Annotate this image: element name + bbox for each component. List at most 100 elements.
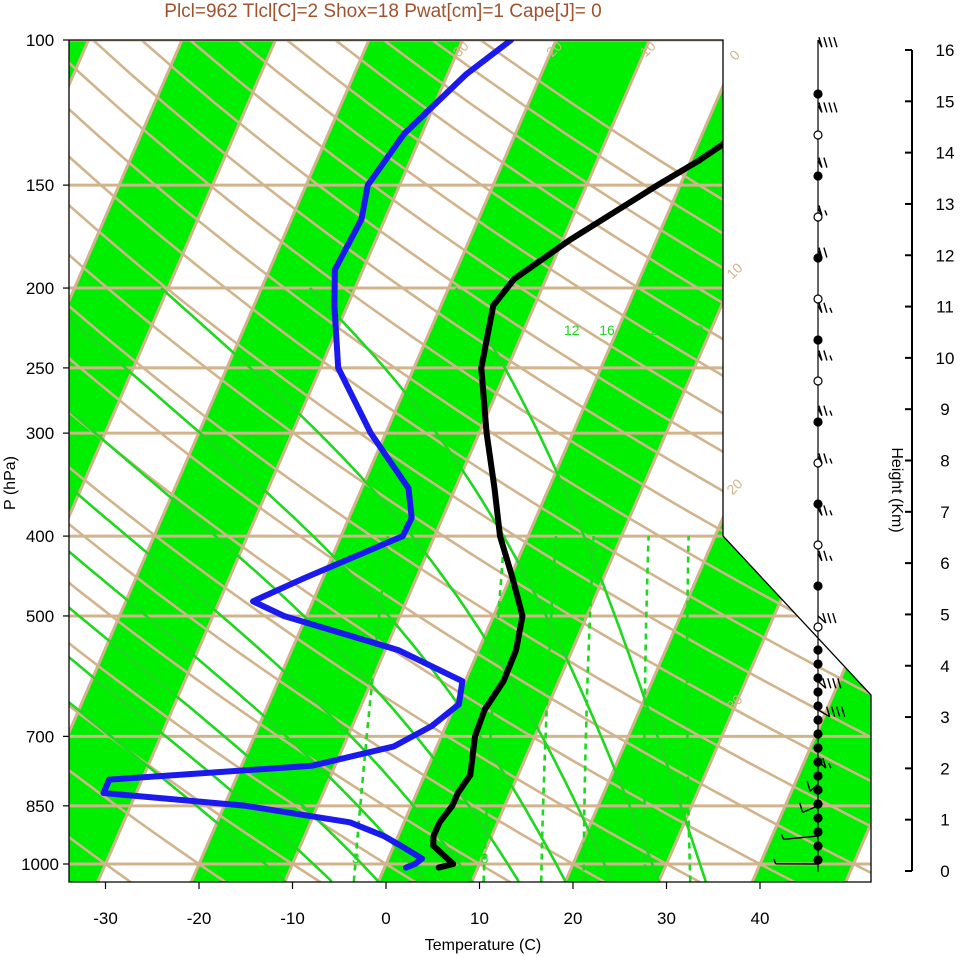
wind-barb-feather — [818, 247, 823, 258]
height-tick-label: 13 — [936, 195, 955, 214]
wind-barb-feather — [823, 505, 828, 516]
wind-barb-half-feather — [829, 410, 833, 416]
wind-barb-feather — [823, 247, 828, 258]
wind-level-dot — [813, 715, 823, 725]
isotherm-label: 10 — [723, 259, 745, 281]
wind-barb-half-feather — [828, 762, 832, 769]
wind-barb-half-feather — [829, 458, 833, 464]
pressure-tick-label: 150 — [26, 176, 54, 195]
dry-adiabat — [69, 40, 251, 882]
wind-level-dot — [813, 757, 823, 767]
dry-adiabat — [69, 40, 731, 882]
wind-level-dot — [813, 499, 823, 509]
isotherm-line — [69, 40, 294, 882]
wind-barb-feather — [828, 102, 833, 113]
wind-barb-half-feather — [780, 834, 785, 840]
wind-level-dot — [813, 376, 823, 386]
saturated-adiabat — [160, 287, 614, 882]
temperature-axis-label: Temperature (C) — [425, 937, 541, 954]
saturated-adiabat — [69, 287, 567, 882]
wind-barb-feather — [818, 350, 823, 361]
wind-barb-feather — [798, 802, 804, 813]
isotherm-line — [369, 40, 761, 882]
wind-level-dot — [813, 855, 823, 865]
temperature-tick-label: -20 — [187, 909, 212, 928]
wind-barb-half-feather — [829, 555, 833, 562]
wind-level-dot — [813, 622, 823, 632]
wind-level-dot — [813, 813, 823, 823]
pressure-tick-label: 850 — [26, 797, 54, 816]
height-tick-label: 14 — [936, 144, 955, 163]
wind-barb-feather — [818, 37, 823, 48]
mixing-ratio-label: 3 — [352, 850, 360, 866]
pressure-tick-label: 250 — [26, 359, 54, 378]
height-tick-label: 2 — [940, 759, 949, 778]
saturated-adiabat — [69, 476, 286, 882]
wind-level-dot — [813, 771, 823, 781]
isotherm-line — [69, 40, 387, 882]
mixing-ratio-label: 8 — [481, 850, 489, 866]
dry-adiabat — [69, 40, 871, 882]
wind-barb-shaft — [817, 680, 827, 689]
pressure-axis: 100 150 200 250 300 400 500 700 850 1000 — [21, 31, 69, 874]
wind-level-dot — [813, 253, 823, 263]
pressure-axis-label: P (hPa) — [2, 456, 19, 510]
isotherm-label: 0 — [726, 46, 743, 63]
temperature-tick-label: 20 — [564, 909, 583, 928]
wind-barb-column — [773, 37, 846, 872]
pressure-tick-label: 100 — [26, 31, 54, 50]
wind-barb-shaft — [817, 709, 831, 718]
saturated-adiabat — [69, 407, 380, 882]
mixing-ratio-line — [582, 536, 595, 882]
dry-adiabat — [189, 40, 871, 882]
wind-barb-feather — [833, 102, 838, 113]
pressure-tick-label: 500 — [26, 607, 54, 626]
wind-barb-feather — [818, 205, 823, 216]
height-tick-label: 6 — [940, 554, 949, 573]
wind-level-dot — [813, 294, 823, 304]
wind-barb-feather — [806, 781, 811, 792]
pressure-tick-label: 200 — [26, 279, 54, 298]
isotherm-line — [89, 40, 481, 882]
wind-level-dot — [813, 581, 823, 591]
adiabat-lines — [69, 40, 871, 882]
wind-barb-feather — [823, 405, 828, 416]
temperature-tick-label: -10 — [280, 909, 305, 928]
pressure-tick-label: 400 — [26, 527, 54, 546]
temperature-profile-line — [430, 40, 870, 871]
isotherm-line — [0, 2, 11, 898]
wind-barb-feather — [822, 612, 827, 624]
mixing-ratio-line — [539, 536, 558, 882]
wind-barb-feather — [818, 102, 823, 113]
temperature-tick-label: 40 — [751, 909, 770, 928]
dry-adiabat — [69, 40, 871, 882]
dry-adiabat — [69, 40, 347, 882]
wind-barb-feather — [830, 706, 836, 717]
saturated-adiabat — [69, 443, 333, 882]
wind-level-dot — [813, 659, 823, 669]
mixing-ratio-label: 16 — [599, 322, 615, 338]
dry-adiabat — [69, 40, 539, 882]
isotherm-band — [745, 40, 871, 882]
dry-adiabat — [69, 40, 871, 882]
temperature-tick-label: 0 — [381, 909, 390, 928]
mixing-ratio-line — [352, 535, 390, 882]
wind-barb-shaft — [783, 835, 819, 841]
isotherm-band — [69, 40, 292, 882]
height-tick-label: 9 — [940, 400, 949, 419]
wind-barb-shaft — [809, 783, 819, 792]
wind-barb-feather — [823, 453, 828, 464]
height-tick-label: 12 — [936, 246, 955, 265]
wind-level-dot — [813, 729, 823, 739]
wind-barb-feather — [823, 37, 828, 48]
isotherm-band — [184, 40, 666, 882]
dry-adiabat — [92, 40, 871, 882]
mixing-ratio-label: 32 — [688, 322, 704, 338]
wind-barb-feather — [833, 37, 838, 48]
height-tick-label: 10 — [936, 349, 955, 368]
wind-level-dot — [813, 212, 823, 222]
wind-barb-feather — [832, 612, 837, 624]
wind-barb-feather — [823, 157, 828, 168]
wind-level-dot — [813, 417, 823, 427]
